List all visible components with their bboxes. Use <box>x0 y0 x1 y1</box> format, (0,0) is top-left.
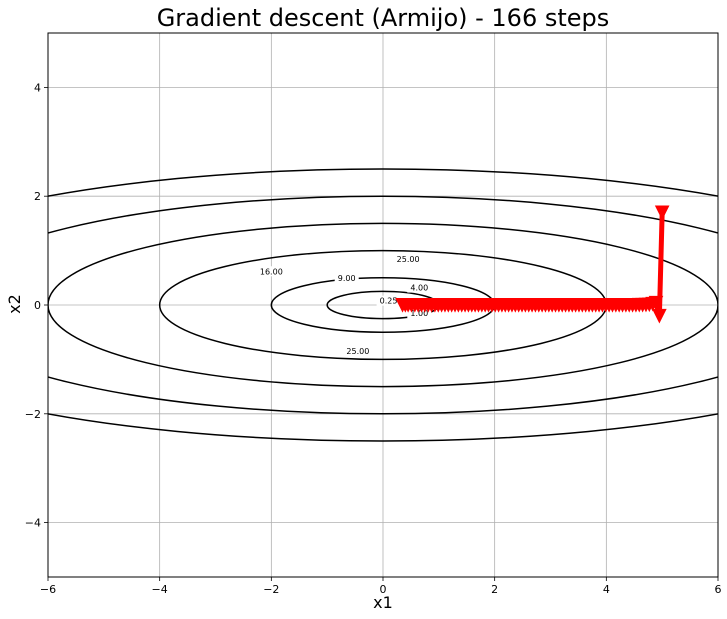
plot-area: 0.25 1.00 4.00 9.00 16.00 25.00 25.00 <box>47 32 719 578</box>
descent-step-marker <box>652 308 667 324</box>
contour-label-bg <box>407 282 432 293</box>
y-tick-label: −2 <box>25 408 41 421</box>
contour-label: 9.00 <box>338 274 356 283</box>
x-tick-label: 4 <box>603 583 610 596</box>
x-axis-label: x1 <box>373 593 393 612</box>
contour-label: 25.00 <box>397 255 420 264</box>
contour-label: 25.00 <box>346 347 369 356</box>
contour-level-9 <box>48 222 718 388</box>
x-tick-label: −4 <box>152 583 168 596</box>
y-tick-label: 0 <box>34 299 41 312</box>
chart-title: Gradient descent (Armijo) - 166 steps <box>157 4 610 32</box>
contour-label: 1.00 <box>410 309 428 318</box>
x-tick-label: 0 <box>380 583 387 596</box>
contour-level-16 <box>48 195 718 415</box>
descent-step-marker <box>654 205 670 221</box>
y-tick-label: 2 <box>34 190 41 203</box>
contour-label: 0.25 <box>380 297 398 306</box>
x-tick-label: 6 <box>715 583 722 596</box>
contour-label-bg <box>343 346 373 357</box>
contour-label: 16.00 <box>260 267 283 276</box>
contour-label-bg <box>334 272 359 283</box>
x-tick-label: 2 <box>491 583 498 596</box>
descent-step-marker <box>395 298 410 313</box>
x-tick-label: −2 <box>263 583 279 596</box>
x-tick-label: −6 <box>40 583 56 596</box>
y-axis-label: x2 <box>5 294 24 314</box>
descent-path <box>395 205 670 324</box>
y-tick-label: 4 <box>34 81 41 94</box>
contour-label-bg <box>407 308 432 319</box>
y-tick-label: −4 <box>25 517 41 530</box>
contour-label-bg <box>256 266 286 277</box>
axis-ticks: −6 −4 −2 0 2 4 6 −4 −2 0 2 4 <box>25 81 722 596</box>
contour-label-bg <box>376 295 401 306</box>
contour-label-bg <box>393 253 423 264</box>
contour-level-25 <box>48 168 718 442</box>
contour-label: 4.00 <box>410 284 428 293</box>
